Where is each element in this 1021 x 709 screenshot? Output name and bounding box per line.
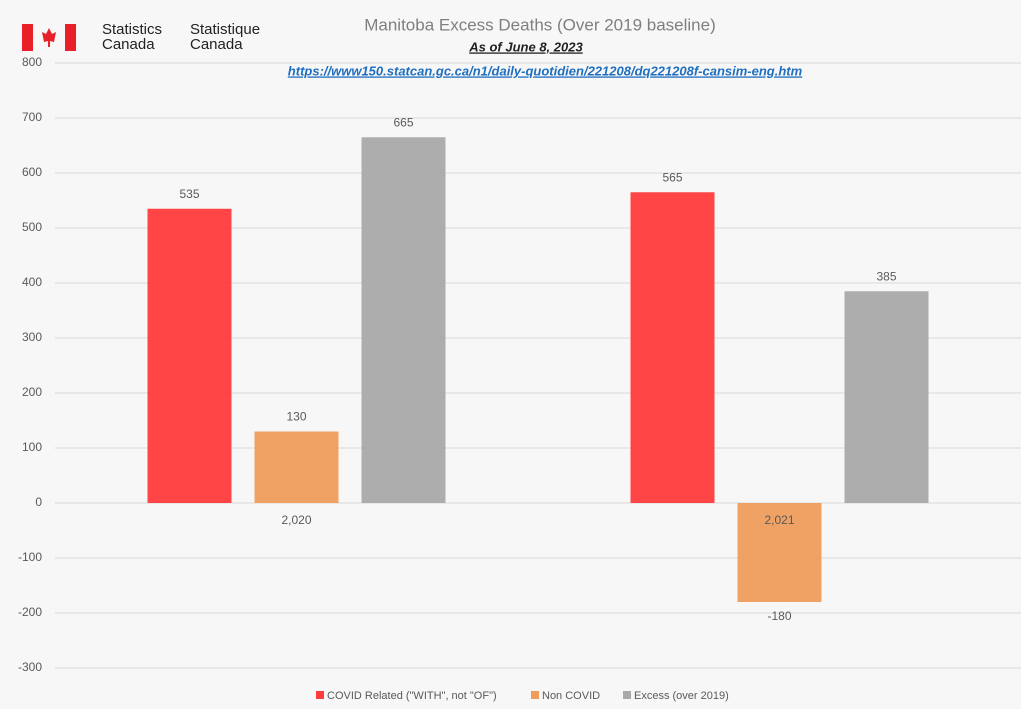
x-tick-label: 2,020: [281, 513, 311, 527]
y-tick-label: 500: [22, 220, 42, 234]
legend-swatch: [316, 691, 324, 699]
legend-swatch: [623, 691, 631, 699]
flag: [22, 24, 76, 51]
chart-subtitle: As of June 8, 2023: [468, 39, 583, 54]
y-tick-label: 400: [22, 275, 42, 289]
bar: [254, 431, 339, 503]
y-tick-label: 800: [22, 55, 42, 69]
bar: [844, 291, 929, 503]
bar: [630, 192, 715, 503]
y-tick-label: -200: [18, 605, 42, 619]
logo-text: Canada: [102, 36, 155, 53]
value-label: 130: [286, 410, 306, 424]
value-label: 565: [662, 170, 682, 184]
chart-title: Manitoba Excess Deaths (Over 2019 baseli…: [364, 15, 716, 34]
bar: [737, 503, 822, 602]
y-tick-label: -300: [18, 660, 42, 674]
logo-text: Statistique: [190, 21, 260, 38]
legend-label: Non COVID: [542, 690, 600, 702]
y-tick-label: 0: [35, 495, 42, 509]
bar: [147, 208, 232, 503]
x-tick-label: 2,021: [764, 513, 794, 527]
logo-text: Canada: [190, 36, 243, 53]
y-tick-label: 200: [22, 385, 42, 399]
legend-label: Excess (over 2019): [634, 690, 729, 702]
value-label: -180: [767, 609, 791, 623]
y-tick-label: 700: [22, 110, 42, 124]
value-label: 665: [393, 115, 413, 129]
legend-swatch: [531, 691, 539, 699]
value-label: 535: [179, 187, 199, 201]
y-tick-label: 100: [22, 440, 42, 454]
source-link[interactable]: https://www150.statcan.gc.ca/n1/daily-qu…: [288, 63, 803, 78]
legend-label: COVID Related ("WITH", not "OF"): [327, 690, 497, 702]
y-tick-label: 600: [22, 165, 42, 179]
y-tick-label: -100: [18, 550, 42, 564]
value-label: 385: [876, 269, 896, 283]
bar: [361, 137, 446, 503]
logo-text: Statistics: [102, 21, 162, 38]
y-tick-label: 300: [22, 330, 42, 344]
